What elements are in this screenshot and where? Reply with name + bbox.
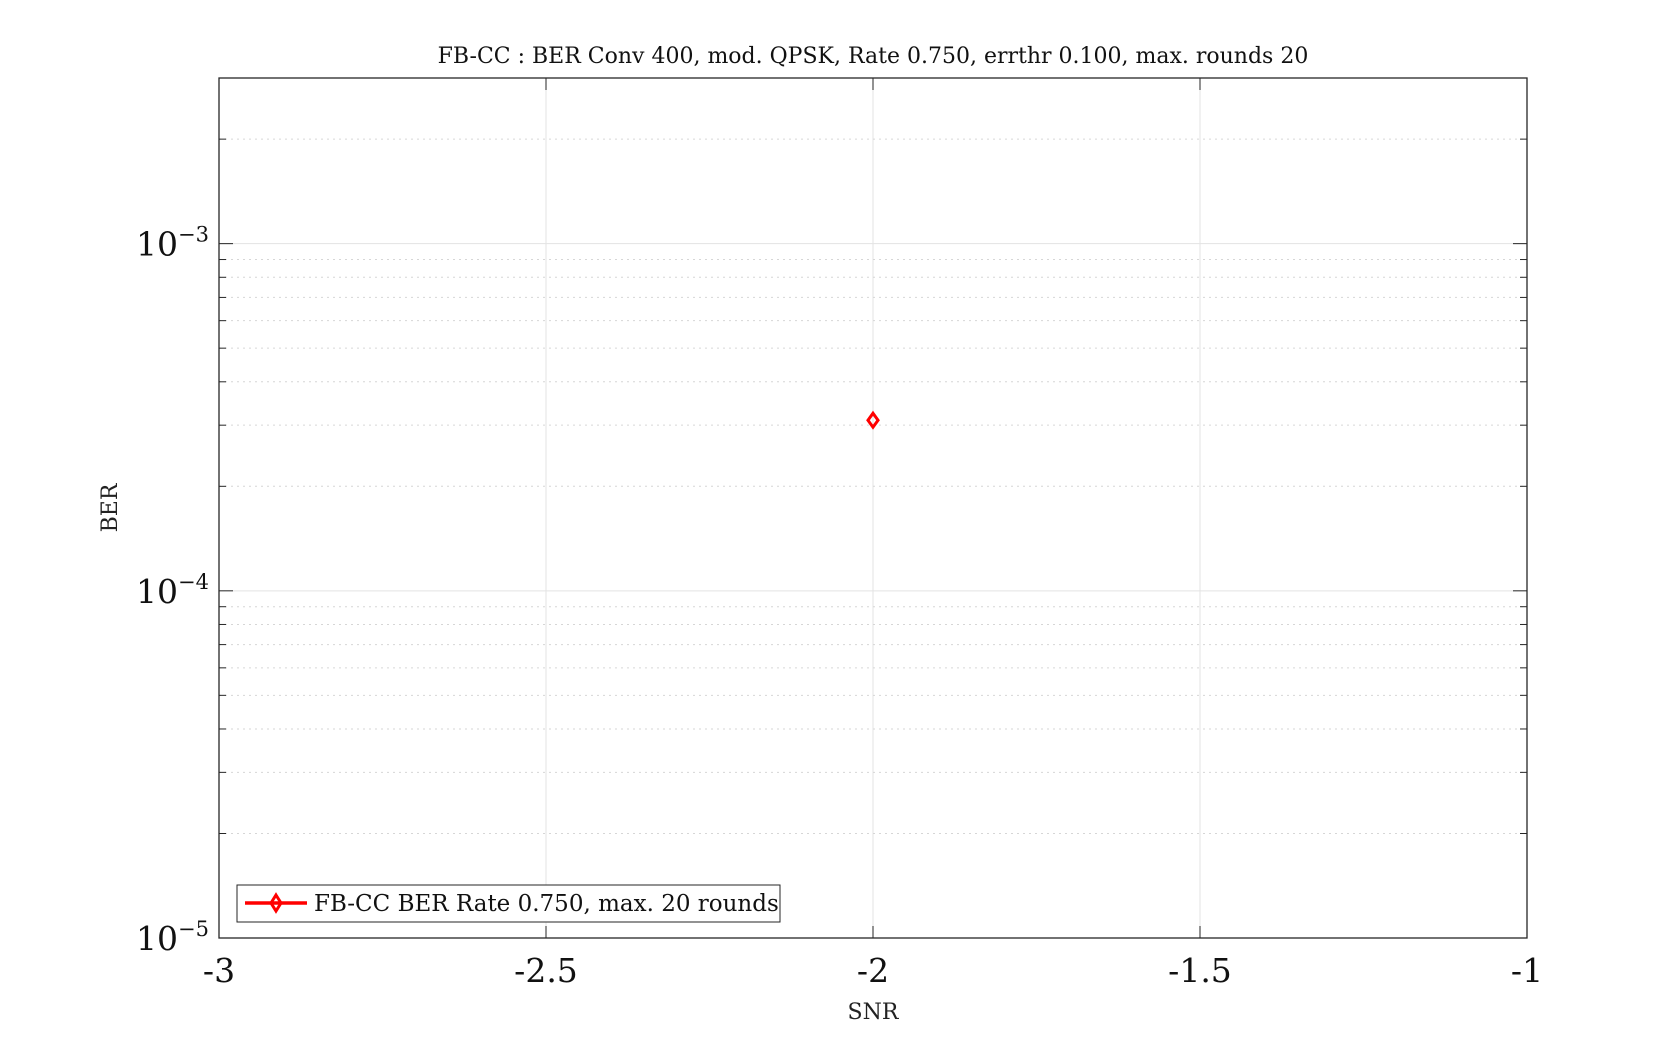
x-tick-label: -2.5 <box>514 951 578 990</box>
legend-box <box>236 884 781 923</box>
x-tick-label: -3 <box>203 951 235 990</box>
x-tick-labels: -3 -2.5 -2 -1.5 -1 <box>203 951 1543 990</box>
y-tick-label: 10−5 <box>136 917 209 958</box>
y-tick-label: 10−3 <box>136 223 209 264</box>
y-tick-labels: 10−5 10−4 10−3 <box>136 223 209 958</box>
x-tick-label: -1 <box>1511 951 1543 990</box>
legend: FB-CC BER Rate 0.750, max. 20 rounds <box>236 884 781 923</box>
legend-marker <box>269 892 283 914</box>
data-point-marker <box>866 410 880 430</box>
x-axis-label: SNR <box>848 1000 900 1025</box>
x-tick-label: -2 <box>857 951 889 990</box>
chart-title: FB-CC : BER Conv 400, mod. QPSK, Rate 0.… <box>438 44 1309 69</box>
legend-label: FB-CC BER Rate 0.750, max. 20 rounds <box>314 891 779 917</box>
x-tick-label: -1.5 <box>1168 951 1232 990</box>
plot-frame <box>218 77 1528 939</box>
y-axis-label: BER <box>98 482 123 532</box>
y-tick-label: 10−4 <box>136 570 209 611</box>
series-markers <box>866 410 880 430</box>
